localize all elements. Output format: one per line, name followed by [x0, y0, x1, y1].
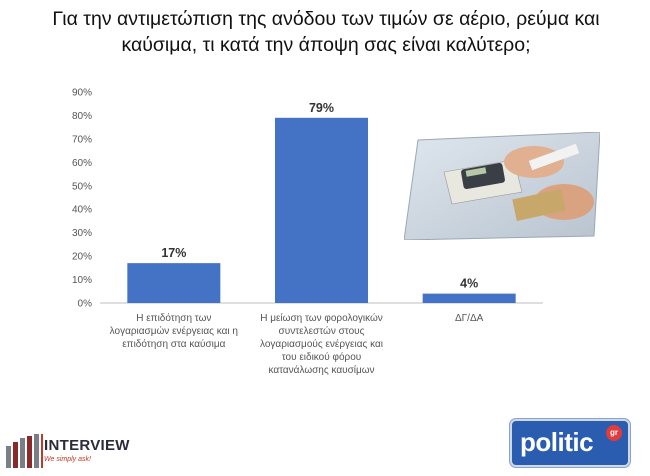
calculator-hands-photo — [404, 132, 600, 240]
data-label: 4% — [460, 277, 478, 291]
bar — [275, 117, 368, 304]
y-tick-label: 0% — [78, 299, 93, 310]
bar — [127, 263, 221, 303]
category-label-line: Η επιδότηση των — [136, 313, 212, 324]
chart-title: Για την αντιμετώπιση της ανόδου των τιμώ… — [10, 6, 642, 58]
interview-logo-icon — [6, 434, 43, 468]
category-label-line: επιδότηση στα καύσιμα — [122, 339, 226, 350]
category-label-line: συντελεστών στους — [278, 326, 365, 337]
chart-title-line-2: καύσιμα, τι κατά την άποψη σας είναι καλ… — [121, 34, 531, 56]
y-tick-label: 80% — [72, 111, 92, 122]
category-label: Η μείωση των φορολογικών συντελεστών στου… — [247, 312, 397, 377]
y-tick-label: 40% — [72, 205, 92, 216]
category-label-line: κατανάλωσης καυσίμων — [268, 365, 375, 376]
data-label: 17% — [161, 246, 186, 260]
category-label: Η επιδότηση των λογαριασμών ενέργειας και… — [99, 312, 249, 351]
y-tick-label: 10% — [72, 275, 92, 286]
y-tick-label: 70% — [72, 134, 92, 145]
category-label-line: λογαριασμούς ενέργειας και — [260, 339, 383, 350]
interview-logo-text: INTERVIEW — [44, 437, 130, 454]
y-tick-label: 90% — [72, 88, 92, 99]
interview-tagline: We simply ask! — [44, 456, 91, 463]
politic-logo: politic gr — [510, 419, 630, 467]
chart-title-line-1: Για την αντιμετώπιση της ανόδου των τιμώ… — [52, 8, 600, 30]
category-label-line: ΔΓ/ΔΑ — [454, 313, 484, 324]
category-label-line: λογαριασμών ενέργειας και η — [109, 326, 238, 337]
category-label-line: του ειδικού φόρου — [281, 352, 362, 363]
y-tick-label: 60% — [72, 158, 92, 169]
data-label: 79% — [309, 101, 334, 115]
politic-logo-suffix: gr — [606, 425, 622, 441]
y-tick-label: 20% — [72, 252, 92, 263]
category-label: ΔΓ/ΔΑ — [394, 312, 544, 325]
politic-logo-text: politic — [520, 427, 594, 457]
y-tick-label: 30% — [72, 228, 92, 239]
bar — [422, 293, 516, 303]
category-label-line: Η μείωση των φορολογικών — [260, 313, 383, 324]
y-tick-label: 50% — [72, 181, 92, 192]
